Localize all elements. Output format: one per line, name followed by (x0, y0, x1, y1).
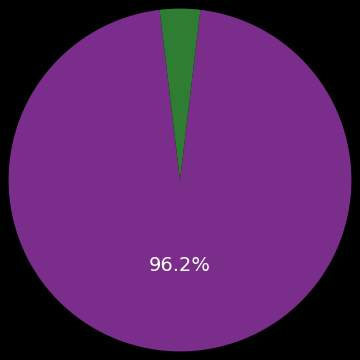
Wedge shape (159, 9, 201, 180)
Wedge shape (9, 10, 351, 351)
Text: 96.2%: 96.2% (149, 256, 211, 275)
